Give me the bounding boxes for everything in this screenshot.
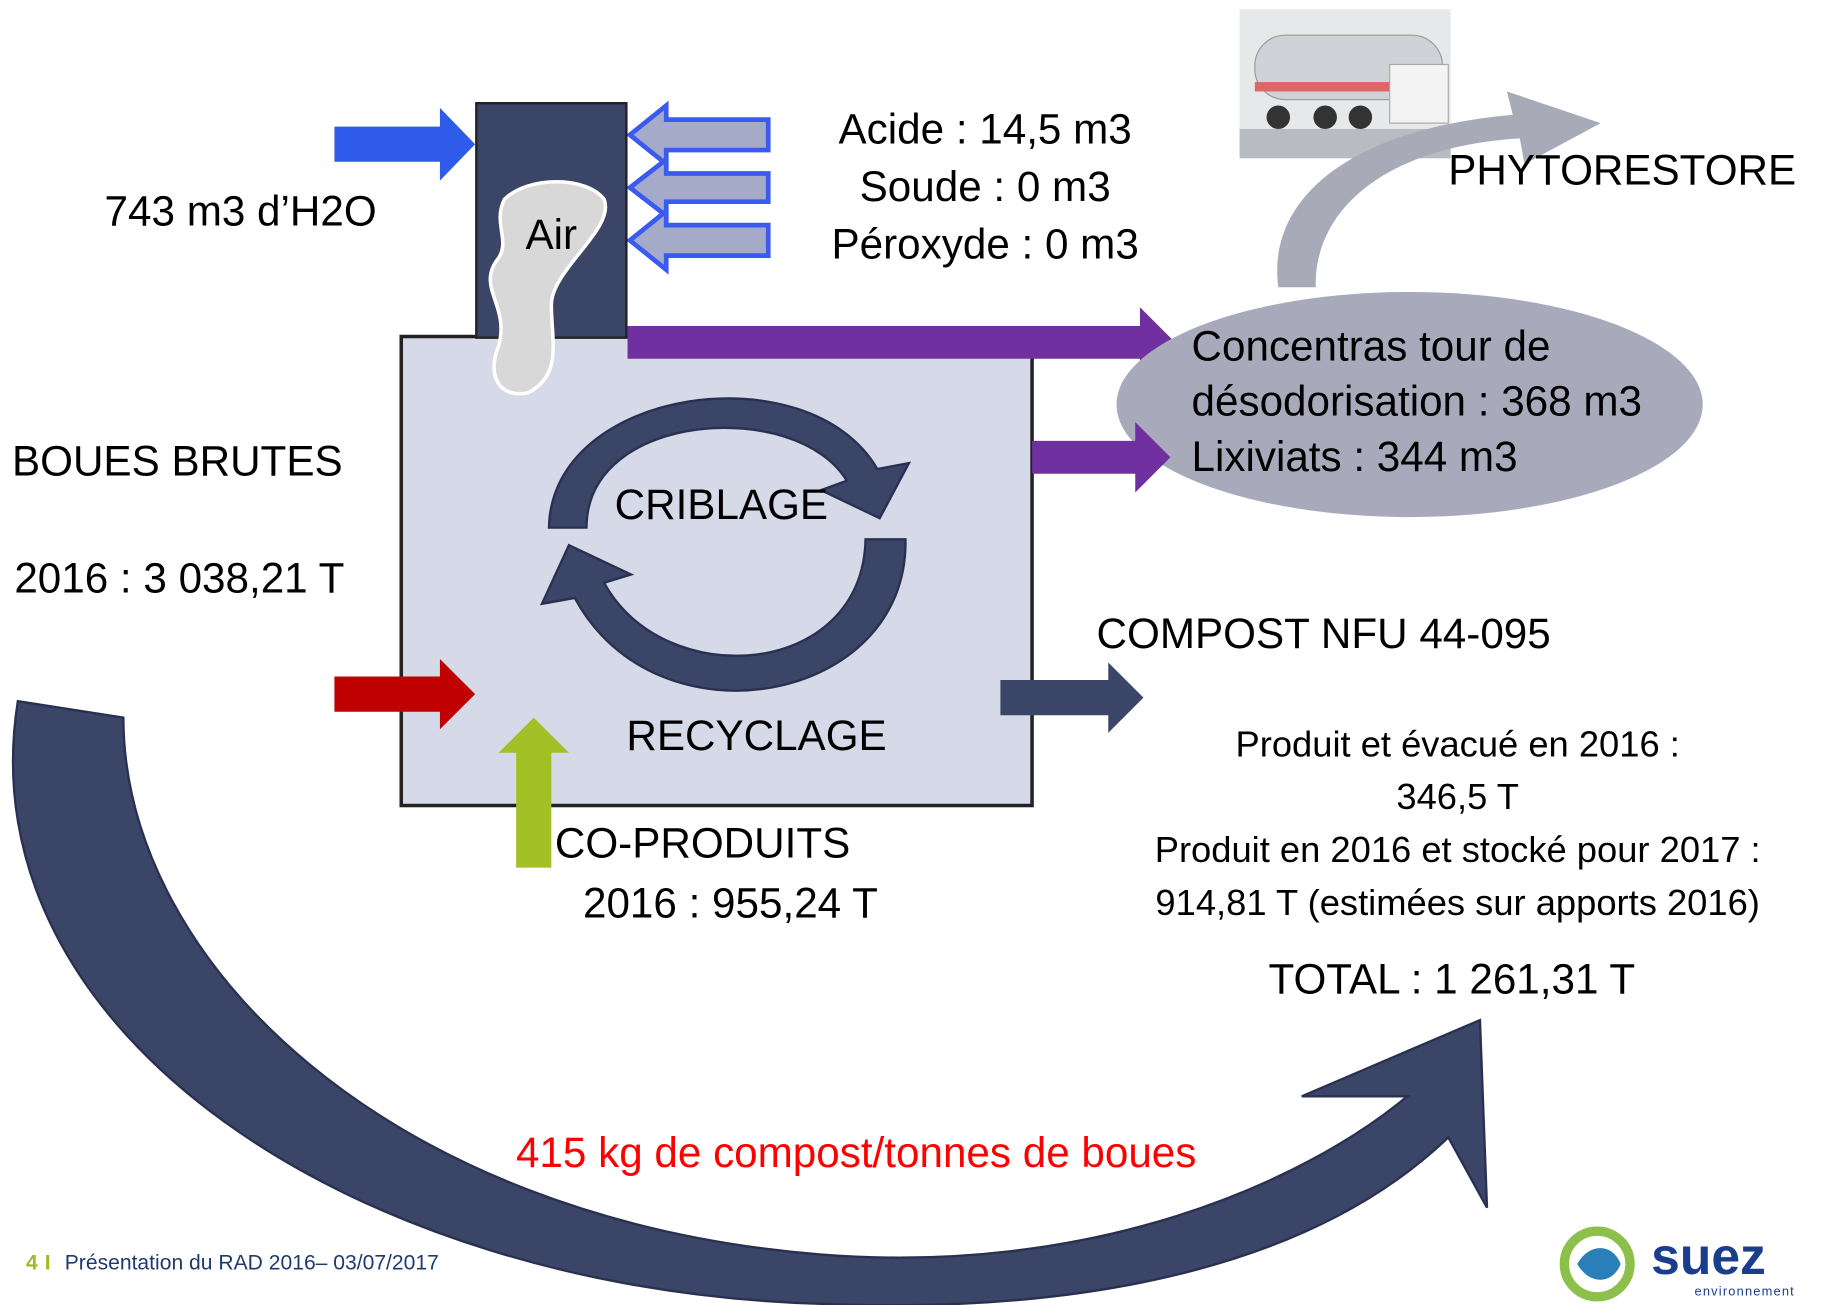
compost-title: COMPOST NFU 44-095: [1097, 610, 1551, 657]
sludge-title: BOUES BRUTES: [12, 437, 343, 484]
sludge-amount: 2016 : 3 038,21 T: [14, 555, 344, 602]
reagent-arrows: [630, 106, 768, 270]
reagent-label: Acide : 14,5 m3: [839, 106, 1132, 153]
coproducts-amount: 2016 : 955,24 T: [583, 880, 878, 927]
page: Flux de compostage 2016 html, body { mar…: [0, 0, 1839, 1305]
logo-name: suez: [1651, 1227, 1766, 1285]
process-bottom: RECYCLAGE: [626, 712, 886, 759]
water-label: 743 m3 d’H2O: [105, 188, 377, 235]
ratio-label: 415 kg de compost/tonnes de boues: [516, 1129, 1196, 1176]
compost-line: 914,81 T (estimées sur apports 2016): [1155, 882, 1759, 923]
liquids-label: Concentras tour de: [1192, 323, 1551, 370]
compost-total: TOTAL : 1 261,31 T: [1268, 956, 1635, 1003]
footer-text: Présentation du RAD 2016– 03/07/2017: [65, 1252, 439, 1275]
reagent-label: Péroxyde : 0 m3: [832, 221, 1139, 268]
slide: 743 m3 d’H2O Air Acide : 14,5 m3 Soude :…: [0, 0, 1839, 1305]
liquids-label: Lixiviats : 344 m3: [1192, 433, 1518, 480]
footer-separator: I: [45, 1252, 51, 1275]
compost-line: 346,5 T: [1396, 776, 1519, 817]
compost-line: Produit en 2016 et stocké pour 2017 :: [1155, 829, 1761, 870]
logo-tagline: environnement: [1695, 1284, 1795, 1299]
body: { "inputs": { "water": "743 m3 d’H2O", "…: [0, 0, 1839, 1305]
coproducts-title: CO-PRODUITS: [555, 820, 850, 867]
liquids-label: désodorisation : 368 m3: [1192, 378, 1642, 425]
destination-label: PHYTORESTORE: [1448, 147, 1796, 194]
reagent-label: Soude : 0 m3: [860, 163, 1111, 210]
process-top: CRIBLAGE: [615, 481, 828, 528]
logo: suez environnement: [1564, 1227, 1795, 1298]
air-label: Air: [526, 211, 578, 258]
compost-line: Produit et évacué en 2016 :: [1236, 723, 1680, 764]
water-arrow: [334, 108, 475, 181]
page-number: 4: [26, 1252, 38, 1275]
